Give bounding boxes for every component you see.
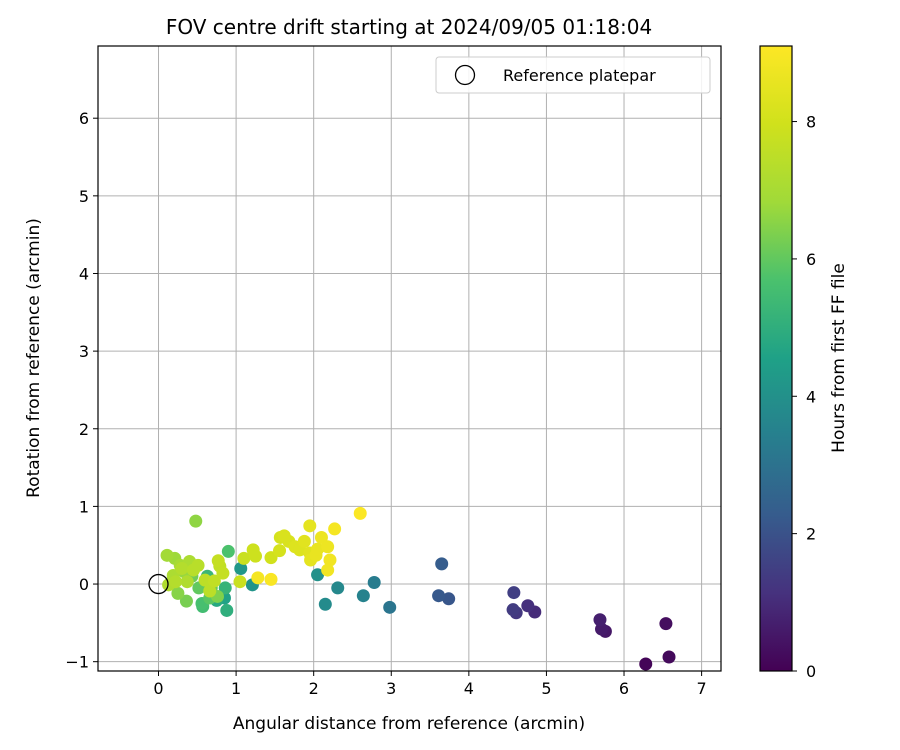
reference-marker-group (148, 573, 169, 595)
plot-frame (97, 45, 722, 672)
y-tick-label: 0 (79, 575, 89, 594)
y-tick-label: 2 (79, 420, 89, 439)
y-axis-label: Rotation from reference (arcmin) (24, 218, 44, 498)
scatter-point (191, 558, 205, 572)
scatter-point (207, 574, 221, 588)
axis-ticks: 0 1 2 3 4 5 6 7 −1 0 1 2 3 4 5 6 (65, 109, 706, 698)
scatter-point (659, 617, 673, 631)
scatter-point (639, 657, 653, 671)
colorbar-tick-label: 8 (806, 113, 816, 132)
y-tick-label: 5 (79, 187, 89, 206)
x-tick-label: 2 (309, 679, 319, 698)
scatter-point (507, 586, 521, 600)
scatter-point (251, 571, 265, 585)
scatter-point (198, 573, 212, 587)
colorbar-tick-label: 6 (806, 250, 816, 269)
scatter-point (311, 568, 325, 582)
x-tick-label: 3 (386, 679, 396, 698)
x-axis-label: Angular distance from reference (arcmin) (233, 714, 585, 734)
scatter-point (506, 603, 520, 617)
x-tick-label: 0 (153, 679, 163, 698)
scatter-point (314, 530, 328, 544)
x-tick-label: 7 (697, 679, 707, 698)
scatter-point (216, 566, 230, 580)
colorbar (759, 45, 793, 672)
y-tick-label: 1 (79, 497, 89, 516)
y-tick-label: 3 (79, 342, 89, 361)
scatter-point (328, 522, 342, 536)
scatter-point (297, 534, 311, 548)
scatter-point (248, 549, 262, 563)
x-tick-label: 1 (231, 679, 241, 698)
scatter-point (203, 584, 217, 598)
scatter-point (189, 514, 203, 528)
scatter-point (233, 575, 247, 589)
scatter-point (662, 650, 676, 664)
scatter-point (367, 575, 381, 589)
legend-box (435, 56, 711, 94)
legend-marker-open-circle (454, 64, 476, 86)
scatter-point (521, 599, 535, 613)
y-tick-label: 6 (79, 109, 89, 128)
scatter-point (353, 506, 367, 520)
reference-platepar-marker (148, 573, 169, 595)
scatter-point (179, 594, 193, 608)
scatter-point (169, 575, 183, 589)
scatter-point (221, 544, 235, 558)
scatter-point (331, 581, 345, 595)
scatter-point (211, 554, 225, 568)
scatter-point (180, 575, 194, 589)
scatter-point (218, 581, 232, 595)
data-points (160, 506, 676, 671)
scatter-point (318, 597, 332, 611)
scatter-point (323, 553, 337, 567)
colorbar-tick-label: 4 (806, 387, 816, 406)
scatter-point (442, 592, 456, 606)
scatter-point (264, 572, 278, 586)
scatter-point (220, 603, 234, 617)
y-tick-label: 4 (79, 264, 89, 283)
chart-title: FOV centre drift starting at 2024/09/05 … (166, 15, 652, 39)
scatter-point (435, 557, 449, 571)
scatter-point (175, 562, 189, 576)
legend-entry-reference-platepar: Reference platepar (503, 66, 656, 85)
scatter-point (171, 586, 185, 600)
scatter-point (321, 563, 335, 577)
scatter-point (311, 542, 325, 556)
colorbar-tick-label: 2 (806, 525, 816, 544)
x-tick-label: 6 (619, 679, 629, 698)
scatter-point (273, 544, 287, 558)
scatter-point (237, 551, 251, 565)
x-tick-label: 4 (464, 679, 474, 698)
scatter-point (303, 519, 317, 533)
scatter-point (356, 589, 370, 603)
scatter-point (383, 600, 397, 614)
y-tick-label: −1 (65, 653, 89, 672)
scatter-point (160, 548, 174, 562)
x-tick-label: 5 (541, 679, 551, 698)
scatter-point (432, 589, 446, 603)
colorbar-ticks: 0 2 4 6 8 (792, 113, 816, 681)
colorbar-label: Hours from first FF file (829, 263, 849, 453)
grid-lines (98, 46, 721, 671)
legend: Reference platepar (435, 56, 711, 94)
scatter-point (593, 613, 607, 627)
colorbar-tick-label: 0 (806, 662, 816, 681)
scatter-point (321, 540, 335, 554)
scatter-point (234, 562, 248, 576)
